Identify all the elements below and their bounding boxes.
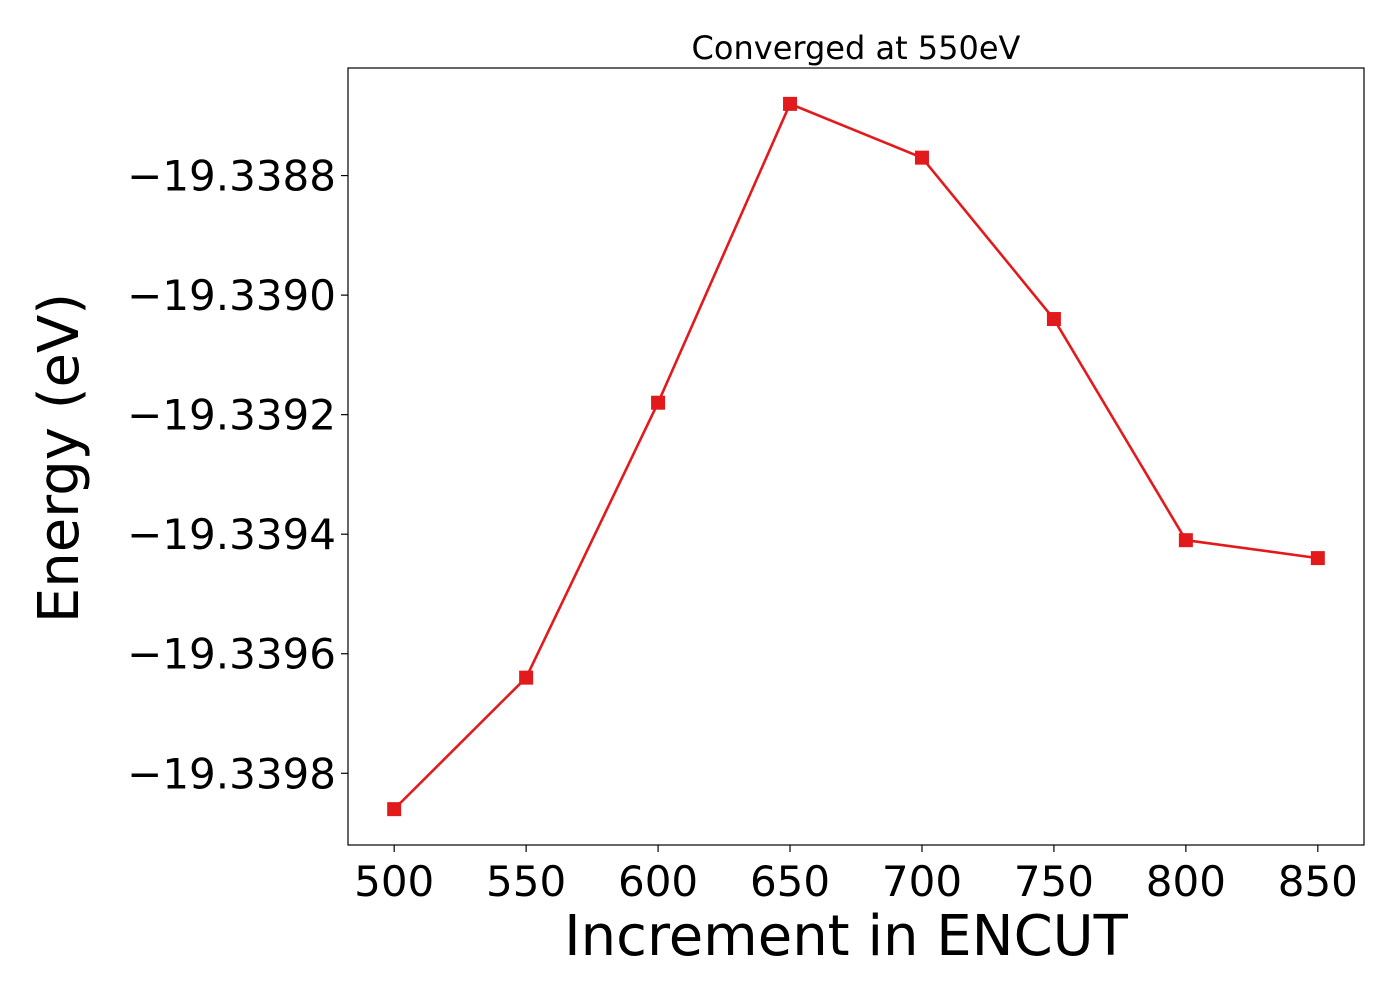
series-layer xyxy=(387,96,1325,817)
data-point-marker xyxy=(387,802,402,817)
x-tick-label: 600 xyxy=(618,857,698,906)
data-point-marker xyxy=(519,670,534,685)
x-tick-label: 850 xyxy=(1278,857,1358,906)
x-tick-label: 800 xyxy=(1146,857,1226,906)
chart-title: Converged at 550eV xyxy=(692,29,1021,67)
y-axis-label: Energy (eV) xyxy=(27,293,92,623)
data-point-marker xyxy=(783,96,798,111)
x-tick-label: 500 xyxy=(354,857,434,906)
x-tick-label: 750 xyxy=(1014,857,1094,906)
x-axis-ticks: 500 550 600 650 700 750 800 850 xyxy=(354,845,1358,906)
data-point-marker xyxy=(1310,551,1325,566)
x-axis-label: Increment in ENCUT xyxy=(564,904,1129,969)
x-tick-label: 550 xyxy=(486,857,566,906)
data-point-marker xyxy=(651,395,666,410)
y-tick-label: −19.3392 xyxy=(127,391,336,440)
data-point-marker xyxy=(1046,312,1061,327)
data-point-marker xyxy=(914,150,929,165)
x-tick-label: 650 xyxy=(750,857,830,906)
plot-frame xyxy=(347,67,1365,846)
y-tick-label: −19.3394 xyxy=(127,510,336,559)
series-line xyxy=(393,102,1318,811)
y-axis-ticks: −19.3388 −19.3390 −19.3392 −19.3394 −19.3396… xyxy=(127,152,348,798)
y-tick-label: −19.3396 xyxy=(127,630,336,679)
y-tick-label: −19.3398 xyxy=(127,749,336,798)
y-tick-label: −19.3390 xyxy=(127,271,336,320)
data-point-marker xyxy=(1178,533,1193,548)
y-tick-label: −19.3388 xyxy=(127,152,336,201)
x-tick-label: 700 xyxy=(882,857,962,906)
